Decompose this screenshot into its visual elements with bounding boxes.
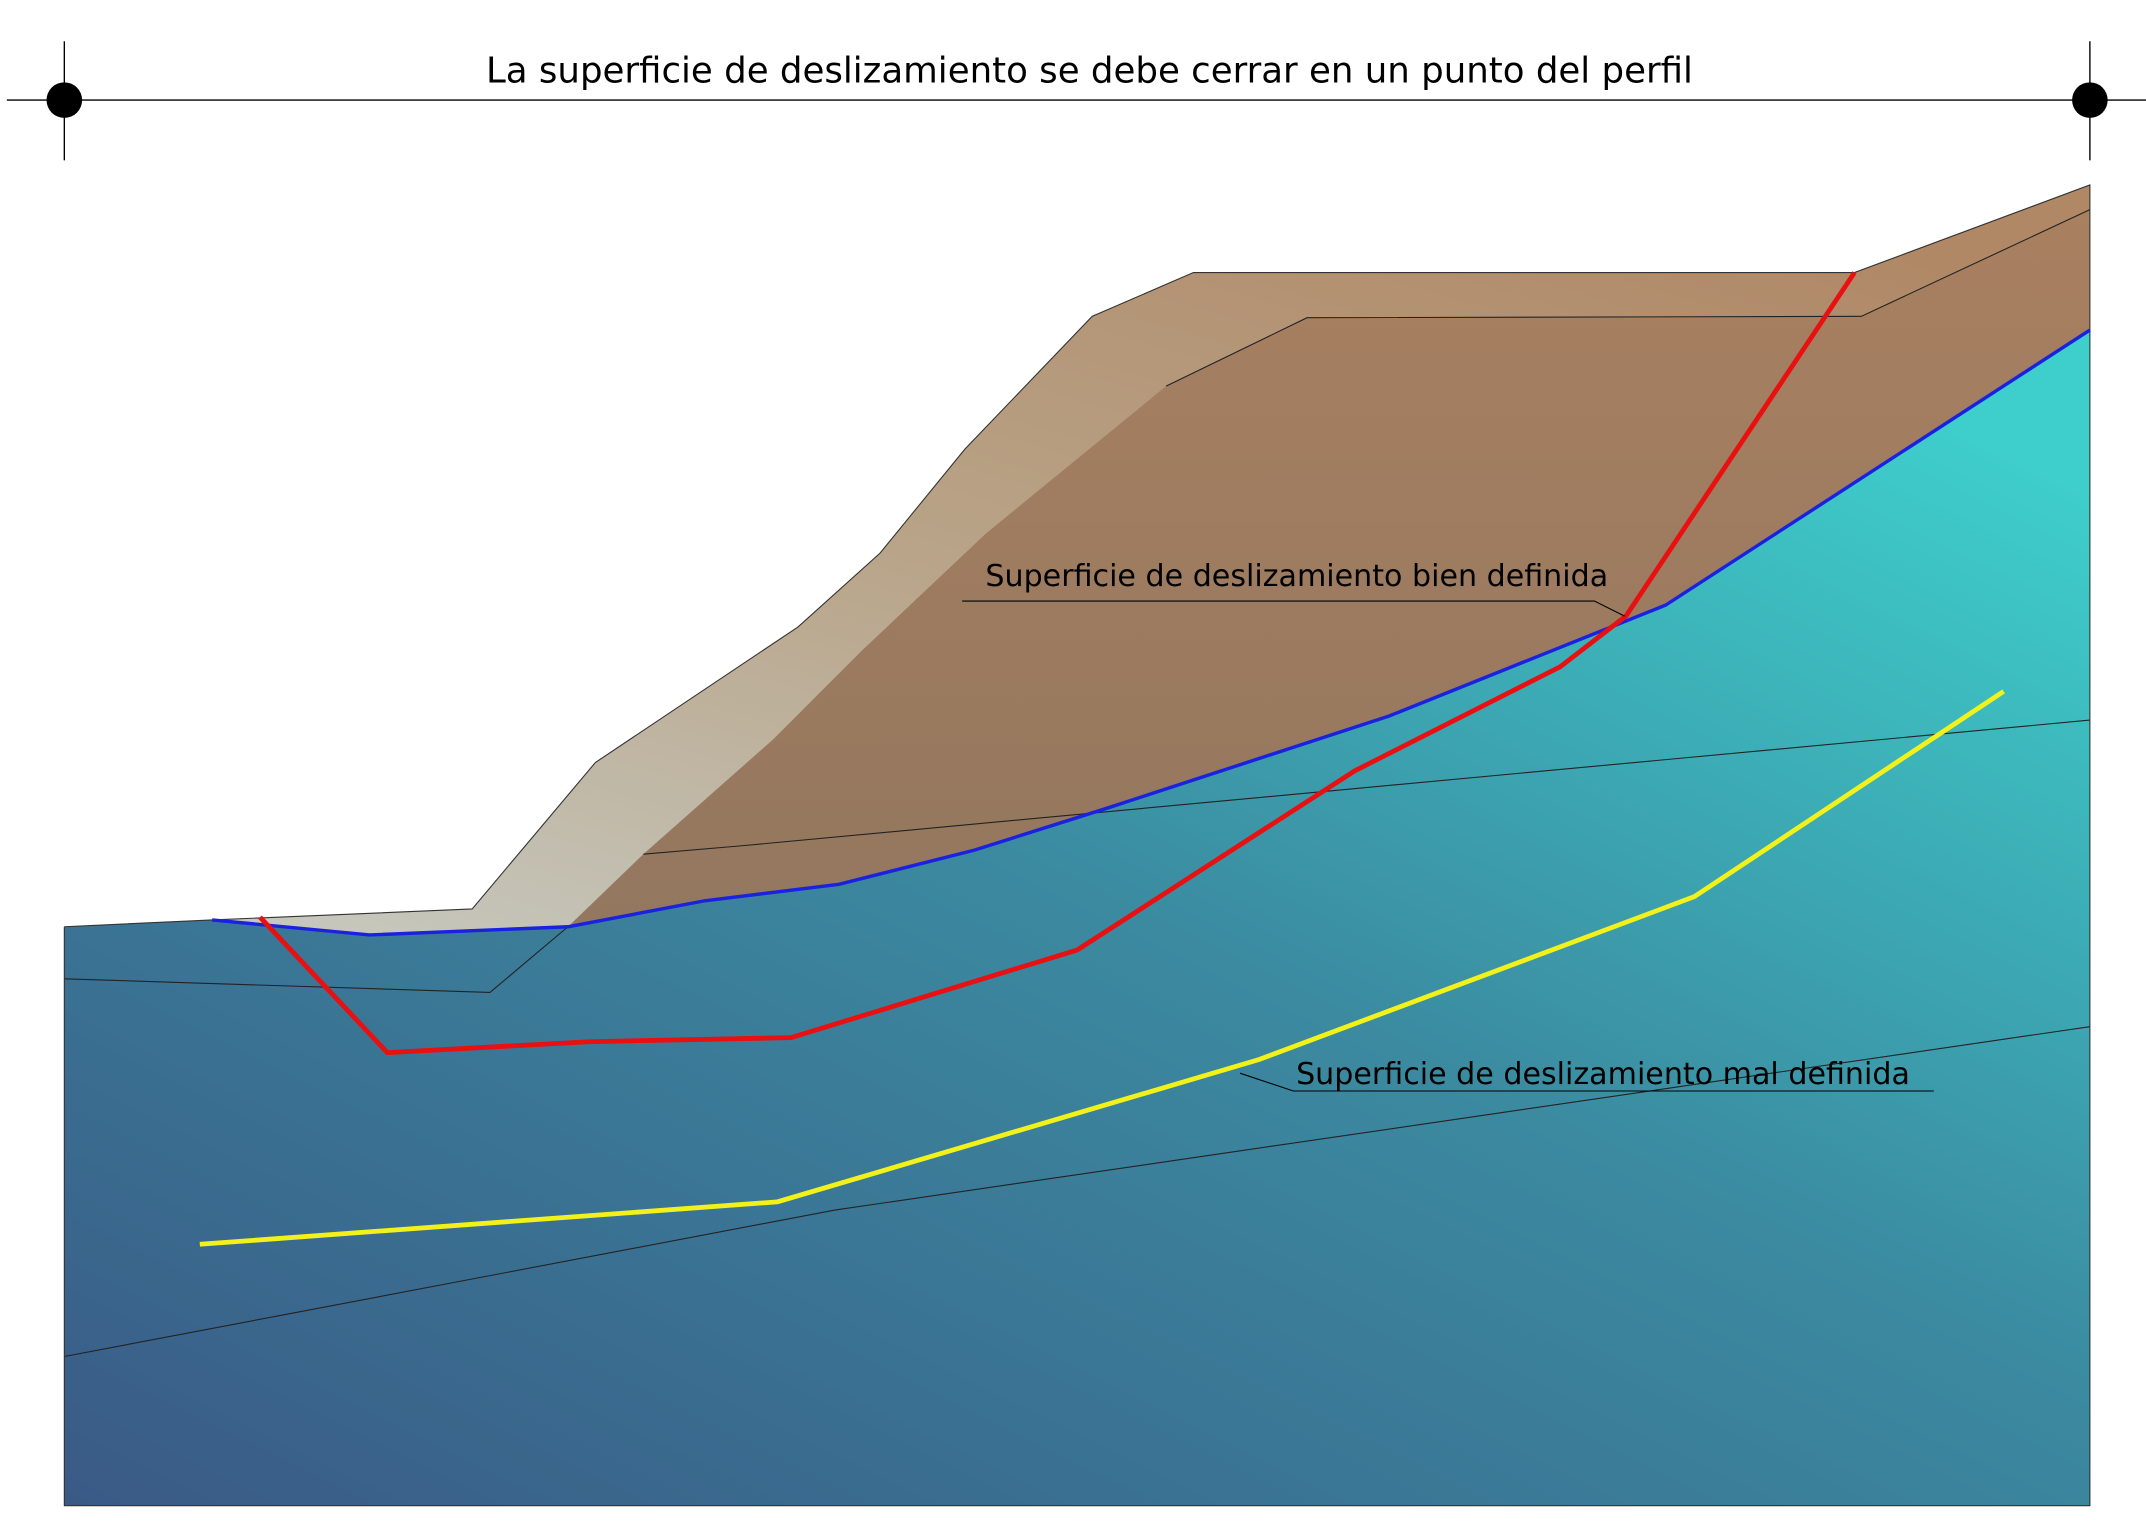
outline	[63, 184, 2091, 1507]
layer-line	[1165, 209, 2091, 387]
brown-layer	[567, 209, 2090, 927]
layer-line	[64, 1026, 2090, 1358]
blue-surface	[211, 328, 2091, 937]
leader-line	[1239, 1072, 1934, 1092]
red-surface	[258, 271, 1857, 1056]
label-poorly-defined: Superficie de deslizamiento mal definida	[1296, 1057, 1910, 1092]
header-dot	[46, 82, 83, 118]
label-well-defined: Superficie de deslizamiento bien definid…	[985, 559, 1608, 594]
rock-mass	[64, 330, 2090, 1506]
layer-line	[643, 719, 2090, 855]
layer-line	[64, 926, 569, 994]
yellow-surface	[199, 689, 2005, 1247]
leader-line	[962, 600, 1625, 617]
header-dot	[2072, 82, 2108, 118]
title: La superficie de deslizamiento se debe c…	[486, 50, 1693, 91]
